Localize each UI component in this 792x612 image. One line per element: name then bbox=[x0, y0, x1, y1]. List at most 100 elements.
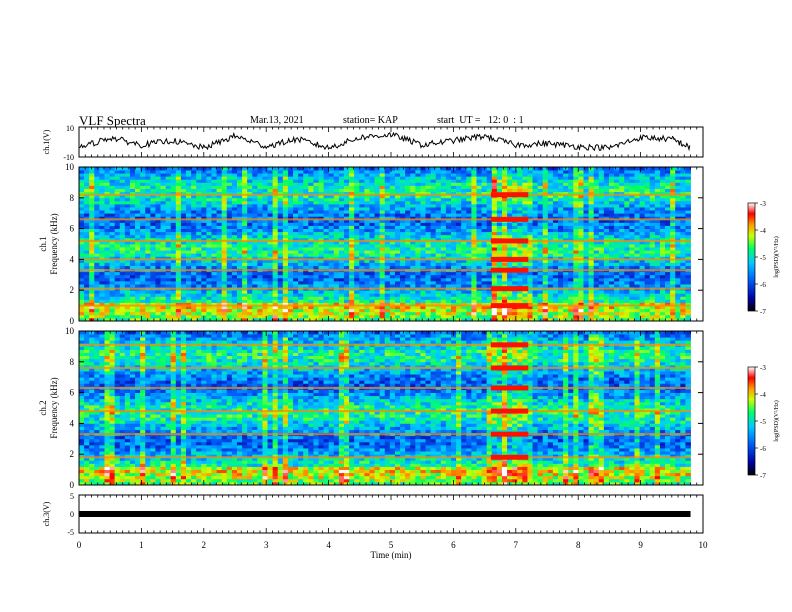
spectrogram-cell bbox=[155, 228, 161, 233]
spectrogram-cell bbox=[384, 296, 391, 300]
spectrogram-cell bbox=[298, 274, 304, 279]
spectrogram-cell bbox=[364, 213, 370, 217]
spectrogram-cell bbox=[221, 280, 228, 285]
spectrogram-cell bbox=[114, 284, 121, 288]
spectrogram-cell bbox=[451, 256, 457, 260]
spectrogram-cell bbox=[84, 256, 90, 260]
spectrogram-cell bbox=[547, 284, 554, 288]
spectrogram-cell bbox=[252, 200, 258, 205]
spectrogram-cell bbox=[313, 244, 319, 248]
spectrogram-cell bbox=[512, 311, 518, 316]
spectrogram-cell bbox=[160, 197, 167, 202]
spectrogram-cell bbox=[277, 250, 284, 254]
spectrogram-cell bbox=[389, 197, 396, 202]
spectrogram-cell bbox=[298, 240, 304, 245]
spectrogram-cell bbox=[247, 293, 253, 297]
spectrogram-cell bbox=[135, 231, 141, 236]
spectrogram-cell bbox=[155, 293, 161, 297]
spectrogram-cell bbox=[308, 280, 314, 285]
spectrogram-cell bbox=[257, 200, 263, 205]
spectrogram-cell bbox=[247, 305, 253, 310]
spectrogram-cell bbox=[293, 305, 299, 310]
spectrogram-cell bbox=[313, 240, 319, 245]
spectrogram-cell bbox=[277, 290, 284, 294]
spectrogram-cell bbox=[440, 222, 447, 226]
spectrogram-cell bbox=[124, 182, 131, 186]
spectrogram-cell bbox=[333, 253, 340, 257]
spectrogram-cell bbox=[313, 197, 319, 202]
spectrogram-cell bbox=[405, 308, 411, 313]
spectrogram-cell bbox=[496, 244, 503, 248]
spectrogram-cell bbox=[140, 305, 146, 310]
spectrogram-cell bbox=[196, 213, 202, 217]
spectrogram-cell bbox=[175, 314, 182, 319]
spectrogram-cell bbox=[201, 284, 207, 288]
spectrogram-cell bbox=[180, 203, 187, 208]
spectrogram-cell bbox=[461, 203, 467, 208]
spectrogram-cell bbox=[466, 170, 472, 174]
spectrogram-cell bbox=[389, 296, 396, 300]
spectrogram-cell bbox=[104, 274, 110, 279]
spectrogram-cell bbox=[583, 231, 589, 236]
spectrogram-cell bbox=[507, 170, 513, 174]
spectrogram-cell bbox=[186, 167, 192, 171]
spectrogram-cell bbox=[323, 262, 330, 266]
spectrogram-cell bbox=[501, 262, 508, 266]
spectrogram-cell bbox=[527, 237, 533, 242]
spectrogram-cell bbox=[563, 299, 569, 303]
spectrogram-cell bbox=[522, 182, 528, 186]
spectrogram-cell bbox=[231, 237, 238, 242]
spectrogram-cell bbox=[89, 302, 95, 306]
spectrogram-cell bbox=[349, 191, 355, 196]
spectrogram-cell bbox=[430, 253, 437, 257]
spectrogram-cell bbox=[374, 210, 381, 214]
spectrogram-cell bbox=[150, 277, 156, 282]
spectrogram-cell bbox=[328, 314, 335, 319]
spectrogram-cell bbox=[104, 247, 110, 251]
spectrogram-cell bbox=[104, 299, 110, 303]
spectrogram-cell bbox=[435, 225, 442, 229]
spectrogram-cell bbox=[155, 259, 161, 263]
spectrogram-cell bbox=[298, 262, 304, 266]
spectrogram-cell bbox=[445, 253, 452, 257]
spectrogram-cell bbox=[191, 274, 197, 279]
spectrogram-cell bbox=[354, 290, 360, 294]
spectrogram-cell bbox=[323, 203, 330, 208]
spectrogram-cell bbox=[318, 170, 325, 174]
spectrogram-cell bbox=[303, 231, 309, 236]
spectrogram-cell bbox=[496, 253, 503, 257]
spectrogram-cell bbox=[542, 274, 549, 279]
spectrogram-cell bbox=[435, 259, 442, 263]
spectrogram-cell bbox=[135, 182, 141, 186]
spectrogram-cell bbox=[425, 244, 432, 248]
spectrogram-cell bbox=[267, 219, 274, 223]
spectrogram-cell bbox=[221, 176, 228, 180]
spectrogram-cell bbox=[129, 188, 136, 193]
spectrogram-cell bbox=[537, 203, 544, 208]
spectrogram-cell bbox=[186, 203, 192, 208]
spectrogram-cell bbox=[425, 308, 432, 313]
spectrogram-cell bbox=[476, 299, 482, 303]
spectrogram-cell bbox=[84, 308, 90, 313]
spectrogram-cell bbox=[114, 308, 121, 313]
spectrogram-cell bbox=[170, 225, 177, 229]
spectrogram-cell bbox=[323, 167, 330, 171]
spectrogram-cell bbox=[573, 302, 579, 306]
spectrogram-cell bbox=[124, 290, 131, 294]
spectrogram-cell bbox=[552, 259, 559, 263]
spectrogram-cell bbox=[175, 244, 182, 248]
spectrogram-cell bbox=[150, 167, 156, 171]
spectrogram-cell bbox=[512, 228, 518, 233]
spectrogram-cell bbox=[343, 302, 350, 306]
spectrogram-cell bbox=[461, 302, 467, 306]
spectrogram-cell bbox=[552, 274, 559, 279]
spectrogram-cell bbox=[165, 225, 172, 229]
spectrogram-cell bbox=[517, 228, 523, 233]
spectrogram-cell bbox=[583, 225, 589, 229]
spectrogram-cell bbox=[333, 231, 340, 236]
spectrogram-cell bbox=[476, 203, 482, 208]
spectrogram-cell bbox=[471, 244, 477, 248]
spectrogram-cell bbox=[379, 234, 386, 239]
spectrogram-cell bbox=[501, 271, 508, 276]
spectrogram-cell bbox=[79, 231, 85, 236]
